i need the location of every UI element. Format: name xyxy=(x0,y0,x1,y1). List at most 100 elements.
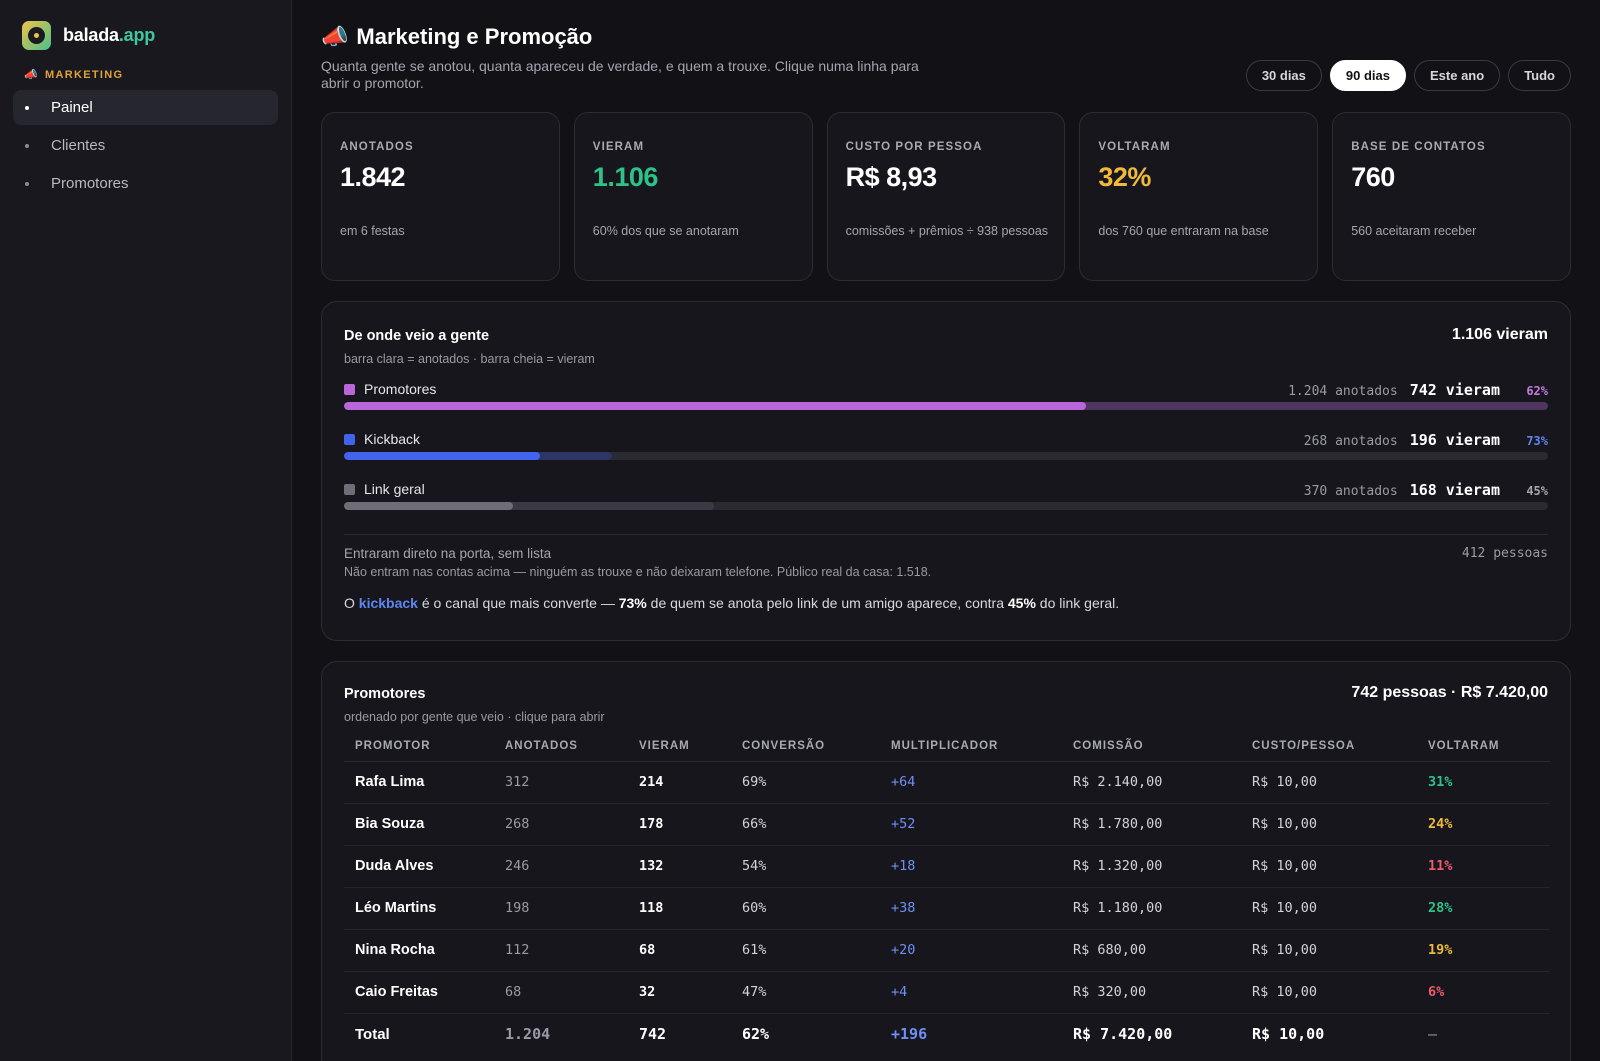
sources-panel: De onde veio a gente barra clara = anota… xyxy=(321,301,1571,641)
progress-bar-vieram xyxy=(344,402,1086,410)
column-header: VIERAM xyxy=(628,731,731,762)
table-row[interactable]: Nina Rocha 112 68 61% +20 R$ 680,00 R$ 1… xyxy=(344,929,1550,972)
bullet-icon xyxy=(25,181,29,186)
progress-bar-anotados xyxy=(344,502,714,510)
cell-anotados: 246 xyxy=(494,845,628,888)
table-row[interactable]: Rafa Lima 312 214 69% +64 R$ 2.140,00 R$… xyxy=(344,761,1550,804)
sources-total: 1.106 vieram xyxy=(1451,326,1548,343)
table-header: PROMOTOR ANOTADOS VIERAM CONVERSÃO MULTI… xyxy=(344,731,1550,762)
range-este-ano-button[interactable]: Este ano xyxy=(1414,60,1501,91)
kpi-note: dos 760 que entraram na base xyxy=(1098,224,1269,238)
legend-swatch xyxy=(344,433,355,445)
cell-vieram: 32 xyxy=(628,971,731,1014)
source-stats: 1.204 anotados 742 vieram 62% xyxy=(1288,381,1548,399)
direct-entry-count: 412 pessoas xyxy=(1461,546,1548,561)
cell-comissao: R$ 680,00 xyxy=(1062,929,1241,972)
cell-comissao: R$ 1.780,00 xyxy=(1062,803,1241,846)
sources-subtitle: barra clara = anotados · barra cheia = v… xyxy=(344,352,595,366)
promoter-name: Caio Freitas xyxy=(344,971,494,1014)
source-label: Kickback xyxy=(344,431,420,447)
cell-custo-pessoa: R$ 10,00 xyxy=(1241,929,1417,972)
total-anotados: 1.204 xyxy=(505,1025,551,1044)
kickback-highlight: kickback xyxy=(358,595,418,611)
bullet-icon xyxy=(25,105,29,110)
sources-title: De onde veio a gente xyxy=(344,328,490,344)
sidebar-item-promotores[interactable]: Promotores xyxy=(13,166,278,201)
date-range-selector: 30 dias 90 dias Este ano Tudo xyxy=(1245,60,1571,91)
range-tudo-button[interactable]: Tudo xyxy=(1508,60,1571,91)
source-pct: 45% xyxy=(1526,484,1548,498)
source-vieram: 168 vieram xyxy=(1409,481,1500,499)
source-pct: 73% xyxy=(1526,434,1548,448)
cell-comissao: R$ 1.320,00 xyxy=(1062,845,1241,888)
legend-swatch xyxy=(344,483,355,495)
table-row[interactable]: Caio Freitas 68 32 47% +4 R$ 320,00 R$ 1… xyxy=(344,971,1550,1014)
kpi-label: VOLTARAM xyxy=(1098,141,1171,153)
cell-multiplicador: +4 xyxy=(880,971,1062,1014)
sidebar-item-label: Painel xyxy=(51,99,93,116)
source-row-promotores[interactable]: Promotores 1.204 anotados 742 vieram 62% xyxy=(344,381,1548,421)
source-row-kickback[interactable]: Kickback 268 anotados 196 vieram 73% xyxy=(344,431,1548,471)
range-30-dias-button[interactable]: 30 dias xyxy=(1245,60,1322,91)
cell-anotados: 198 xyxy=(494,887,628,930)
kpi-note: 60% dos que se anotaram xyxy=(592,224,739,238)
promoter-name: Duda Alves xyxy=(344,845,494,888)
source-row-link-geral[interactable]: Link geral 370 anotados 168 vieram 45% xyxy=(344,481,1548,521)
brand[interactable]: balada.app xyxy=(22,21,155,50)
direct-entry-note: Não entram nas contas acima — ninguém as… xyxy=(344,565,932,579)
sidebar-item-clientes[interactable]: Clientes xyxy=(13,128,278,163)
total-conversao: 62% xyxy=(742,1025,770,1044)
kpi-label: CUSTO POR PESSOA xyxy=(845,141,983,153)
progress-track xyxy=(344,402,1548,410)
total-multiplicador: +196 xyxy=(891,1025,928,1044)
cell-conversao: 61% xyxy=(731,929,880,972)
range-90-dias-button[interactable]: 90 dias xyxy=(1329,60,1406,91)
kpi-value: 32% xyxy=(1098,162,1151,192)
cell-multiplicador: +64 xyxy=(880,761,1062,804)
cell-custo-pessoa: R$ 10,00 xyxy=(1241,971,1417,1014)
source-anotados: 268 anotados xyxy=(1303,434,1398,449)
table-row[interactable]: Léo Martins 198 118 60% +38 R$ 1.180,00 … xyxy=(344,887,1550,930)
cell-conversao: 69% xyxy=(731,761,880,804)
source-anotados: 370 anotados xyxy=(1303,484,1398,499)
cell-multiplicador: +38 xyxy=(880,887,1062,930)
cell-custo-pessoa: R$ 10,00 xyxy=(1241,761,1417,804)
total-comissao: R$ 7.420,00 xyxy=(1073,1025,1173,1044)
promoters-panel: Promotores ordenado por gente que veio ·… xyxy=(321,661,1571,1061)
cell-voltaram: 28% xyxy=(1417,887,1550,930)
kpi-value: R$ 8,93 xyxy=(845,162,938,192)
progress-track xyxy=(344,452,1548,460)
table-row[interactable]: Duda Alves 246 132 54% +18 R$ 1.320,00 R… xyxy=(344,845,1550,888)
table-row[interactable]: Bia Souza 268 178 66% +52 R$ 1.780,00 R$… xyxy=(344,803,1550,846)
page-subtitle: Quanta gente se anotou, quanta apareceu … xyxy=(321,58,919,91)
cell-voltaram: 19% xyxy=(1417,929,1550,972)
total-custo-pessoa: R$ 10,00 xyxy=(1252,1025,1325,1044)
source-anotados: 1.204 anotados xyxy=(1288,384,1398,399)
kpi-card-vieram: VIERAM 1.106 60% dos que se anotaram xyxy=(573,112,813,281)
sidebar-item-painel[interactable]: Painel xyxy=(13,90,278,125)
cell-conversao: 54% xyxy=(731,845,880,888)
megaphone-icon: 📣 xyxy=(24,69,39,81)
bullet-icon xyxy=(25,143,29,148)
cell-custo-pessoa: R$ 10,00 xyxy=(1241,803,1417,846)
insight-text: O kickback é o canal que mais converte —… xyxy=(344,595,1120,611)
kpi-card-custo-por-pessoa: CUSTO POR PESSOA R$ 8,93 comissões + prê… xyxy=(826,112,1066,281)
brand-name: balada.app xyxy=(63,25,156,45)
cell-custo-pessoa: R$ 10,00 xyxy=(1241,845,1417,888)
cell-custo-pessoa: R$ 10,00 xyxy=(1241,887,1417,930)
source-stats: 268 anotados 196 vieram 73% xyxy=(1304,431,1548,449)
cell-anotados: 112 xyxy=(494,929,628,972)
direct-entry-label: Entraram direto na porta, sem lista xyxy=(344,546,552,561)
promoters-subtitle: ordenado por gente que veio · clique par… xyxy=(344,710,605,724)
total-label: Total xyxy=(355,1025,390,1043)
divider xyxy=(344,534,1548,535)
sidebar-nav: Painel Clientes Promotores xyxy=(13,90,278,204)
table-total-row: Total 1.204 742 62% +196 R$ 7.420,00 R$ … xyxy=(344,1013,1550,1055)
cell-vieram: 132 xyxy=(628,845,731,888)
kpi-row: ANOTADOS 1.842 em 6 festas VIERAM 1.106 … xyxy=(321,112,1571,281)
column-header: VOLTARAM xyxy=(1417,731,1550,762)
kpi-card-voltaram: VOLTARAM 32% dos 760 que entraram na bas… xyxy=(1079,112,1319,281)
source-label: Promotores xyxy=(344,381,436,397)
cell-vieram: 118 xyxy=(628,887,731,930)
page-title: 📣 Marketing e Promoção xyxy=(321,24,593,49)
